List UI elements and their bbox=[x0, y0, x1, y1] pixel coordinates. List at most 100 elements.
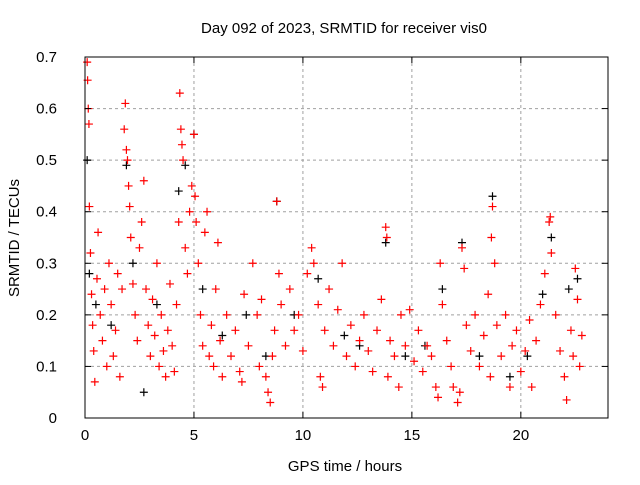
data-point-red bbox=[314, 300, 323, 309]
data-point-red bbox=[457, 243, 466, 252]
data-point-black bbox=[314, 274, 323, 283]
data-point-red bbox=[560, 372, 569, 381]
data-point-red bbox=[453, 398, 462, 407]
data-point-red bbox=[410, 357, 419, 366]
data-point-red bbox=[148, 295, 157, 304]
data-point-red bbox=[139, 176, 148, 185]
data-point-red bbox=[551, 310, 560, 319]
data-point-red bbox=[338, 259, 347, 268]
data-point-red bbox=[525, 316, 534, 325]
data-point-red bbox=[545, 218, 554, 227]
data-point-red bbox=[501, 310, 510, 319]
data-point-black bbox=[174, 187, 183, 196]
data-point-red bbox=[475, 362, 484, 371]
data-point-red bbox=[488, 202, 497, 211]
data-point-red bbox=[546, 212, 555, 221]
data-point-red bbox=[505, 383, 514, 392]
data-point-red bbox=[189, 130, 198, 139]
data-point-red bbox=[547, 248, 556, 257]
x-axis-label: GPS time / hours bbox=[288, 458, 402, 475]
data-point-red bbox=[508, 341, 517, 350]
data-point-red bbox=[303, 269, 312, 278]
data-point-red bbox=[396, 310, 405, 319]
data-point-red bbox=[83, 58, 92, 67]
data-point-red bbox=[146, 352, 155, 361]
data-point-black bbox=[128, 259, 137, 268]
data-point-red bbox=[479, 331, 488, 340]
data-point-red bbox=[487, 233, 496, 242]
data-point-black bbox=[573, 274, 582, 283]
data-point-black bbox=[401, 352, 410, 361]
data-point-red bbox=[216, 336, 225, 345]
data-point-red bbox=[196, 310, 205, 319]
data-point-red bbox=[211, 285, 220, 294]
data-point-red bbox=[218, 372, 227, 381]
data-point-red bbox=[120, 125, 129, 134]
data-point-red bbox=[142, 285, 151, 294]
data-point-red bbox=[123, 156, 132, 165]
data-point-red bbox=[183, 269, 192, 278]
data-point-red bbox=[168, 341, 177, 350]
data-point-black bbox=[152, 300, 161, 309]
data-point-red bbox=[390, 352, 399, 361]
data-point-red bbox=[98, 336, 107, 345]
data-point-red bbox=[235, 367, 244, 376]
data-point-red bbox=[342, 352, 351, 361]
data-point-red bbox=[222, 310, 231, 319]
data-point-red bbox=[86, 248, 95, 257]
data-point-red bbox=[492, 321, 501, 330]
data-point-red bbox=[577, 331, 586, 340]
data-point-red bbox=[128, 279, 137, 288]
data-point-red bbox=[191, 192, 200, 201]
data-point-red bbox=[163, 326, 172, 335]
data-point-red bbox=[244, 341, 253, 350]
data-point-red bbox=[318, 383, 327, 392]
data-point-black bbox=[381, 238, 390, 247]
data-point-red bbox=[290, 326, 299, 335]
data-point-red bbox=[213, 238, 222, 247]
x-tick-label: 5 bbox=[190, 427, 198, 444]
data-point-red bbox=[383, 372, 392, 381]
data-point-red bbox=[121, 99, 130, 108]
data-point-red bbox=[423, 341, 432, 350]
data-point-red bbox=[298, 346, 307, 355]
data-point-red bbox=[133, 336, 142, 345]
data-point-red bbox=[100, 285, 109, 294]
data-point-red bbox=[255, 362, 264, 371]
x-tick-label: 0 bbox=[81, 427, 89, 444]
data-point-red bbox=[569, 352, 578, 361]
data-point-red bbox=[124, 181, 133, 190]
data-point-red bbox=[377, 295, 386, 304]
data-point-black bbox=[475, 352, 484, 361]
data-point-red bbox=[449, 383, 458, 392]
data-point-red bbox=[137, 218, 146, 227]
data-point-red bbox=[144, 321, 153, 330]
data-point-black bbox=[438, 285, 447, 294]
data-point-red bbox=[512, 326, 521, 335]
data-point-red bbox=[192, 218, 201, 227]
data-point-red bbox=[253, 310, 262, 319]
y-axis-label: SRMTID / TECUs bbox=[6, 179, 23, 297]
data-point-red bbox=[285, 285, 294, 294]
data-point-red bbox=[207, 321, 216, 330]
data-point-red bbox=[104, 259, 113, 268]
data-point-black bbox=[340, 331, 349, 340]
data-point-red bbox=[418, 367, 427, 376]
x-tick-label: 20 bbox=[512, 427, 529, 444]
data-point-red bbox=[248, 259, 257, 268]
data-point-red bbox=[165, 279, 174, 288]
data-point-red bbox=[113, 269, 122, 278]
data-point-red bbox=[281, 341, 290, 350]
data-point-black bbox=[488, 192, 497, 201]
data-point-red bbox=[516, 367, 525, 376]
y-tick-label: 0.2 bbox=[36, 307, 57, 324]
axis-ticks: 0 5 10 15 20 0 0.1 0.2 0.3 0.4 0.5 0.6 0.7 bbox=[36, 49, 608, 444]
data-point-red bbox=[150, 331, 159, 340]
data-point-black bbox=[505, 372, 514, 381]
data-point-red bbox=[427, 352, 436, 361]
data-point-red bbox=[460, 264, 469, 273]
data-point-red bbox=[355, 336, 364, 345]
data-point-black bbox=[523, 352, 532, 361]
data-point-red bbox=[382, 233, 391, 242]
